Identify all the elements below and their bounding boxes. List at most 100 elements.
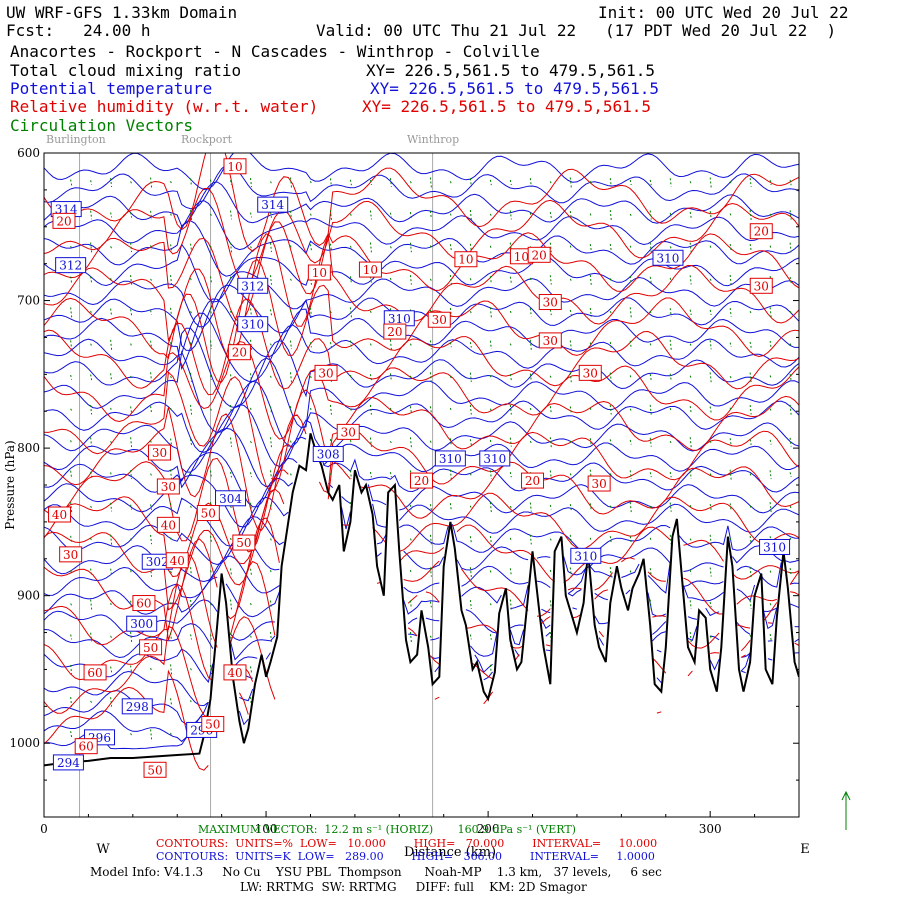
svg-text:310: 310: [483, 452, 506, 466]
rh-label: 30: [538, 332, 562, 349]
circulation-vector: [309, 342, 312, 348]
circulation-vector: [689, 406, 692, 414]
circulation-vector: [170, 407, 173, 412]
circulation-vector: [190, 438, 193, 446]
svg-text:30: 30: [161, 480, 176, 494]
circulation-vector: [150, 406, 153, 414]
theta-contour: [44, 380, 799, 453]
circulation-vector: [429, 340, 432, 350]
circulation-vector: [689, 181, 692, 184]
circulation-vector: [130, 212, 133, 218]
svg-text:296: 296: [88, 731, 111, 745]
svg-text:308: 308: [317, 448, 340, 462]
circulation-vector: [469, 372, 472, 382]
circulation-vector: [90, 242, 93, 253]
circulation-vector: [389, 472, 392, 478]
circulation-vector: [769, 340, 772, 349]
theta-label: 296: [84, 729, 116, 746]
circulation-vector: [649, 276, 652, 284]
model-physics: LW: RRTMG SW: RRTMG DIFF: full KM: 2D Sm…: [240, 880, 587, 894]
circulation-vector: [629, 340, 632, 349]
circulation-vector: [489, 634, 492, 640]
theta-contour: [44, 623, 799, 661]
circulation-vector: [90, 437, 93, 447]
svg-text:30: 30: [592, 477, 607, 491]
circulation-vector: [250, 246, 252, 249]
circulation-vector: [789, 343, 792, 347]
y-tick-label: 900: [17, 589, 40, 603]
svg-text:20: 20: [525, 474, 540, 488]
circulation-vector: [230, 505, 232, 509]
circulation-vector: [429, 210, 432, 220]
circulation-vector: [589, 407, 592, 412]
circulation-vector: [230, 568, 233, 576]
circulation-vector: [130, 275, 133, 285]
circulation-vector: [289, 177, 292, 188]
circulation-vector: [190, 178, 193, 187]
circulation-vector: [409, 504, 412, 510]
circulation-vector: [569, 440, 572, 444]
circulation-vector: [349, 375, 352, 380]
circulation-vector: [549, 181, 552, 184]
rh-label: 50: [232, 534, 256, 551]
circulation-vector: [589, 469, 592, 480]
circulation-vector: [250, 472, 253, 478]
circulation-vector: [509, 374, 512, 381]
circulation-vector: [70, 408, 73, 411]
theta-contour: [44, 220, 799, 277]
circulation-vector: [429, 406, 432, 414]
circulation-vector: [110, 407, 113, 412]
rh-contour: [44, 517, 799, 641]
circulation-vector: [469, 505, 472, 509]
theta-label: 312: [55, 257, 87, 274]
circulation-vector: [529, 534, 532, 545]
circulation-vector: [729, 537, 732, 542]
theta-contour: [44, 271, 799, 328]
circulation-vector: [90, 210, 93, 220]
circulation-vector: [130, 665, 133, 674]
rh-label: 10: [223, 158, 247, 175]
circulation-vector: [210, 440, 213, 445]
svg-text:30: 30: [583, 366, 598, 380]
circulation-vector: [150, 601, 153, 608]
circulation-vector: [210, 664, 213, 675]
circulation-vector: [270, 600, 272, 609]
circulation-vector: [529, 502, 532, 512]
circulation-vector: [789, 310, 792, 314]
circulation-vector: [729, 503, 732, 511]
circulation-vector: [110, 440, 113, 444]
circulation-vector: [210, 276, 213, 284]
circulation-vector: [589, 274, 592, 285]
rh-label: 10: [509, 248, 533, 265]
circulation-vector: [270, 470, 272, 480]
circulation-vector: [529, 339, 532, 350]
rh-label: 40: [48, 506, 72, 523]
circulation-vector: [230, 471, 233, 478]
svg-text:314: 314: [261, 198, 284, 212]
circulation-vector: [669, 502, 672, 512]
theta-contour: [44, 648, 799, 684]
circulation-vector: [110, 278, 113, 282]
circulation-vector: [270, 212, 272, 218]
circulation-vector: [429, 245, 432, 250]
circulation-vector: [369, 374, 372, 381]
circulation-vector: [130, 733, 133, 736]
circulation-vector: [190, 700, 193, 704]
circulation-vector: [469, 178, 472, 187]
circulation-vector: [409, 375, 412, 379]
circulation-vector: [449, 503, 452, 512]
circulation-vector: [509, 343, 512, 347]
circulation-vector: [589, 537, 592, 542]
circulation-vector: [170, 213, 173, 217]
circulation-vector: [649, 505, 652, 509]
circulation-vector: [90, 343, 93, 347]
circulation-vector: [90, 667, 93, 672]
circulation-vector: [409, 181, 412, 184]
circulation-vector: [729, 438, 732, 447]
circulation-vector: [629, 179, 632, 186]
circulation-vector: [529, 373, 532, 382]
circulation-vector: [289, 372, 292, 383]
circulation-vector: [70, 664, 73, 674]
circulation-vector: [250, 440, 252, 444]
circulation-vector: [569, 372, 572, 383]
